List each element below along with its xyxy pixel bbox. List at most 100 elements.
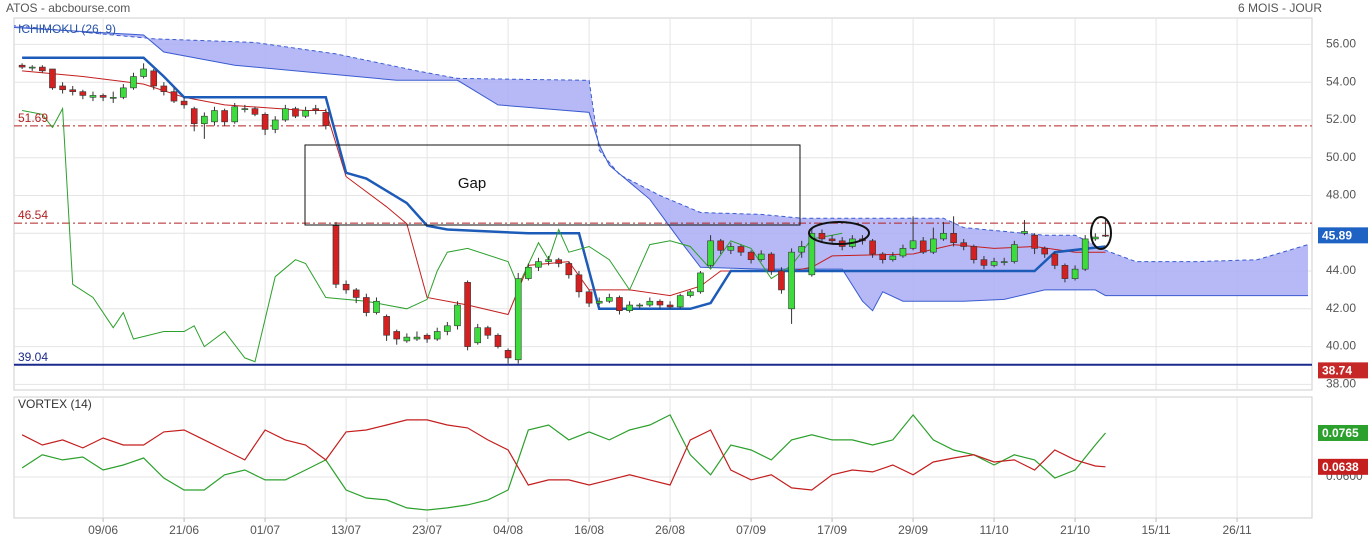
candle-body xyxy=(909,240,917,249)
candle-body xyxy=(778,270,785,291)
x-tick-label: 16/08 xyxy=(574,523,604,537)
candle-body xyxy=(332,225,340,285)
x-tick-label: 29/09 xyxy=(898,523,928,537)
candle-body xyxy=(626,304,633,311)
candle-body xyxy=(788,251,795,310)
x-tick-label: 21/06 xyxy=(169,523,199,537)
candle-body xyxy=(342,283,350,291)
vortex-panel-title: VORTEX (14) xyxy=(18,397,92,411)
candle-body xyxy=(271,119,279,130)
candle-body xyxy=(889,255,897,261)
candle-body xyxy=(646,300,654,306)
vortex-panel xyxy=(13,396,1313,519)
candle-body xyxy=(545,259,552,262)
candle-body xyxy=(484,327,492,336)
overlay: ATOS - abcbourse.com 6 MOIS - JOUR ICHIM… xyxy=(6,1,1368,537)
candle-body xyxy=(656,300,664,306)
gap-label: Gap xyxy=(458,175,486,192)
candle-body xyxy=(1061,265,1069,279)
candle-body xyxy=(403,336,411,342)
y-tick-label: 54.00 xyxy=(1326,74,1356,88)
candle-body xyxy=(636,304,644,307)
candle-body xyxy=(808,232,816,276)
candle-body xyxy=(970,246,978,261)
price-badge xyxy=(1318,424,1368,441)
candle-body xyxy=(687,291,694,296)
y-tick-label: 42.00 xyxy=(1326,301,1356,315)
candle-body xyxy=(39,66,46,72)
candle-body xyxy=(828,238,836,242)
y-tick-label: 50.00 xyxy=(1326,150,1356,164)
candle-body xyxy=(950,232,957,244)
x-tick-label: 01/07 xyxy=(250,523,280,537)
candle-body xyxy=(433,331,441,340)
x-tick-label: 09/06 xyxy=(88,523,118,537)
candle-body xyxy=(676,295,684,308)
candle-body xyxy=(575,274,583,293)
candle-body xyxy=(1071,268,1079,279)
vortex-line xyxy=(21,419,1106,491)
candle-body xyxy=(616,297,623,311)
price-badge xyxy=(1318,227,1368,244)
candle-body xyxy=(717,240,725,251)
x-tick-label: 11/10 xyxy=(980,523,1009,537)
candle-body xyxy=(707,240,714,266)
candle-body xyxy=(1021,231,1028,234)
candle-body xyxy=(1011,244,1018,262)
candle-body xyxy=(444,325,451,332)
indicator-line xyxy=(22,106,843,363)
candle-body xyxy=(231,106,239,123)
candle-body xyxy=(221,110,228,123)
candle-body xyxy=(99,95,107,98)
cloud-upper-span xyxy=(14,25,1309,263)
x-tick-label: 07/09 xyxy=(736,523,766,537)
candle-body xyxy=(768,253,775,272)
candle-body xyxy=(261,114,269,130)
x-tick-label: 26/11 xyxy=(1223,523,1252,537)
candle-body xyxy=(757,253,765,261)
candle-body xyxy=(737,246,745,253)
candle-body xyxy=(251,108,259,115)
candle-body xyxy=(413,336,421,340)
candle-body xyxy=(727,246,735,251)
candle-body xyxy=(393,331,401,340)
candle-body xyxy=(585,291,593,304)
candle-body xyxy=(160,85,168,92)
y-tick-label: 40.00 xyxy=(1326,339,1356,353)
candle-body xyxy=(504,350,512,359)
candle-body xyxy=(120,87,127,98)
y-tick-label: 38.00 xyxy=(1326,377,1356,391)
candle-body xyxy=(990,261,998,266)
candle-body xyxy=(514,278,522,361)
candle-body xyxy=(363,297,370,313)
candle-body xyxy=(919,240,927,253)
highlight-ellipse xyxy=(808,221,870,245)
candle-body xyxy=(130,76,137,89)
candle-body xyxy=(49,68,56,89)
gap-box xyxy=(304,144,801,226)
cloud-lower-span xyxy=(14,27,1308,312)
candle-body xyxy=(930,238,937,253)
candle-body xyxy=(89,95,97,98)
y-tick-label: 52.00 xyxy=(1326,112,1356,126)
candle-body xyxy=(383,316,390,336)
candle-body xyxy=(373,300,380,313)
highlight-ellipse xyxy=(1090,216,1112,250)
candle-body xyxy=(869,240,876,255)
candle-body xyxy=(555,259,563,264)
price-badge xyxy=(1318,458,1368,475)
candle-body xyxy=(525,266,532,279)
vortex-line xyxy=(21,413,1106,511)
level-label: 39.04 xyxy=(18,350,48,364)
candle-body xyxy=(666,304,674,308)
candle-body xyxy=(211,110,218,123)
price-badge-label: 45.89 xyxy=(1322,229,1352,243)
candle-body xyxy=(595,300,603,304)
candle-body xyxy=(1102,234,1109,237)
candle-body xyxy=(899,248,907,257)
candle-body xyxy=(352,289,360,298)
candle-body xyxy=(1041,248,1049,255)
candle-body xyxy=(322,112,330,126)
price-badge xyxy=(1318,362,1368,379)
